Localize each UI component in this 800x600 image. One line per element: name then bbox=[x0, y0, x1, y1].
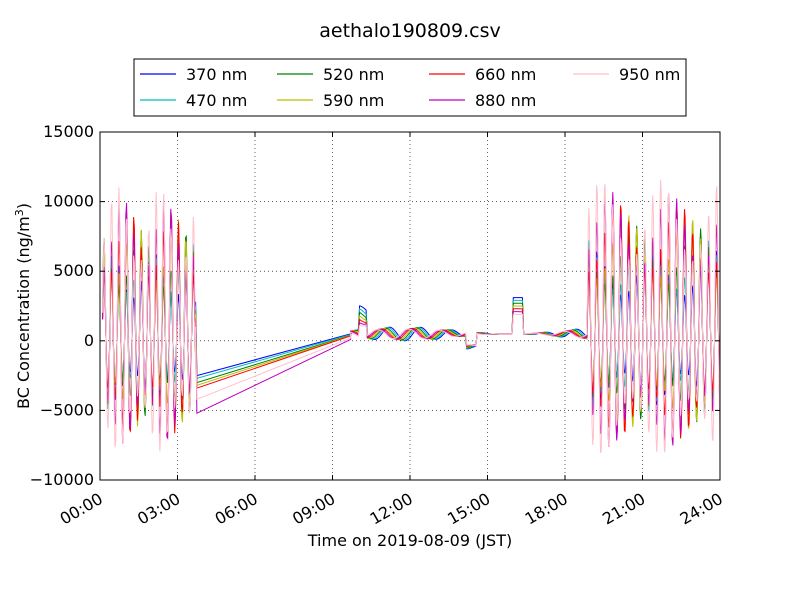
y-axis-label: BC Concentration (ng/m3) bbox=[13, 203, 33, 409]
y-tick-label: −10000 bbox=[30, 470, 94, 489]
legend-label: 660 nm bbox=[475, 65, 536, 84]
legend-label: 470 nm bbox=[186, 91, 247, 110]
y-tick-label: 10000 bbox=[43, 192, 94, 211]
legend-label: 370 nm bbox=[186, 65, 247, 84]
y-ticks: −10000 −5000 0 5000 10000 15000 bbox=[30, 122, 720, 489]
legend-box bbox=[133, 58, 687, 117]
x-tick-label: 03:00 bbox=[134, 489, 183, 529]
legend-label: 520 nm bbox=[323, 65, 384, 84]
x-tick-label: 00:00 bbox=[57, 489, 106, 529]
y-tick-label: 15000 bbox=[43, 122, 94, 141]
legend-label: 880 nm bbox=[475, 91, 536, 110]
legend-label: 950 nm bbox=[619, 65, 680, 84]
x-axis-label: Time on 2019-08-09 (JST) bbox=[307, 531, 512, 550]
y-tick-label: −5000 bbox=[40, 400, 94, 419]
x-tick-label: 12:00 bbox=[367, 489, 416, 529]
x-tick-label: 09:00 bbox=[289, 489, 338, 529]
legend: 370 nm 470 nm 520 nm 590 nm 660 nm 880 nm 950 … bbox=[133, 58, 687, 117]
legend-label: 590 nm bbox=[323, 91, 384, 110]
y-tick-label: 0 bbox=[84, 331, 94, 350]
x-tick-label: 15:00 bbox=[444, 489, 493, 529]
y-tick-label: 5000 bbox=[53, 261, 94, 280]
series-line-950nm bbox=[102, 179, 720, 454]
x-tick-label: 21:00 bbox=[599, 489, 648, 529]
x-tick-label: 06:00 bbox=[212, 489, 261, 529]
plot-area bbox=[102, 179, 720, 454]
chart-title: aethalo190809.csv bbox=[319, 20, 501, 42]
x-tick-label: 24:00 bbox=[677, 489, 726, 529]
x-ticks: 00:00 03:00 06:00 09:00 12:00 15:00 18:00 21:00… bbox=[57, 132, 726, 529]
x-tick-label: 18:00 bbox=[522, 489, 571, 529]
